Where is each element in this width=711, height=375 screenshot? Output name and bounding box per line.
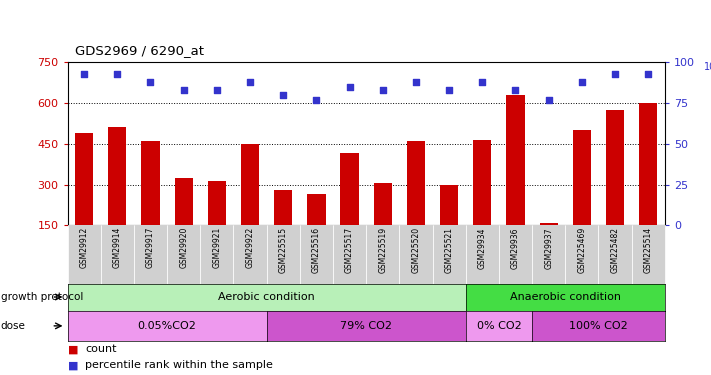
- FancyBboxPatch shape: [432, 225, 466, 284]
- Text: GSM225515: GSM225515: [279, 227, 288, 273]
- FancyBboxPatch shape: [300, 225, 333, 284]
- Text: GSM225516: GSM225516: [312, 227, 321, 273]
- Point: [211, 87, 223, 93]
- Point: [510, 87, 521, 93]
- Point: [643, 70, 654, 76]
- Text: GSM29917: GSM29917: [146, 227, 155, 268]
- Point: [277, 92, 289, 98]
- FancyBboxPatch shape: [201, 225, 233, 284]
- Text: GSM29937: GSM29937: [544, 227, 553, 268]
- Text: percentile rank within the sample: percentile rank within the sample: [85, 360, 273, 370]
- Text: dose: dose: [1, 321, 26, 331]
- Point: [476, 79, 488, 85]
- Text: GSM29921: GSM29921: [213, 227, 221, 268]
- Text: GSM225514: GSM225514: [643, 227, 653, 273]
- Text: GSM29914: GSM29914: [113, 227, 122, 268]
- Text: 100%: 100%: [704, 62, 711, 72]
- FancyBboxPatch shape: [68, 225, 101, 284]
- Bar: [374, 183, 392, 266]
- Text: count: count: [85, 344, 117, 354]
- Bar: [573, 130, 591, 266]
- Point: [178, 87, 189, 93]
- Text: GSM225482: GSM225482: [611, 227, 619, 273]
- FancyBboxPatch shape: [267, 225, 300, 284]
- Text: GSM29936: GSM29936: [511, 227, 520, 268]
- Text: GSM225519: GSM225519: [378, 227, 387, 273]
- Text: 79% CO2: 79% CO2: [340, 321, 392, 331]
- Point: [112, 70, 123, 76]
- Bar: [606, 110, 624, 266]
- FancyBboxPatch shape: [631, 225, 665, 284]
- Text: GDS2969 / 6290_at: GDS2969 / 6290_at: [75, 44, 203, 57]
- Text: growth protocol: growth protocol: [1, 292, 83, 302]
- Point: [410, 79, 422, 85]
- Text: Aerobic condition: Aerobic condition: [218, 292, 315, 302]
- FancyBboxPatch shape: [101, 225, 134, 284]
- FancyBboxPatch shape: [134, 225, 167, 284]
- Point: [245, 79, 256, 85]
- Bar: [307, 194, 326, 266]
- Bar: [540, 223, 558, 266]
- Point: [78, 70, 90, 76]
- FancyBboxPatch shape: [466, 225, 499, 284]
- Bar: [341, 153, 359, 266]
- Point: [609, 70, 621, 76]
- FancyBboxPatch shape: [599, 225, 631, 284]
- Bar: [108, 128, 127, 266]
- Text: ■: ■: [68, 344, 82, 354]
- FancyBboxPatch shape: [499, 225, 532, 284]
- Text: GSM225469: GSM225469: [577, 227, 587, 273]
- FancyBboxPatch shape: [565, 225, 599, 284]
- Text: GSM29922: GSM29922: [245, 227, 255, 268]
- Point: [576, 79, 587, 85]
- Bar: [274, 190, 292, 266]
- Point: [145, 79, 156, 85]
- Text: GSM225517: GSM225517: [345, 227, 354, 273]
- Point: [311, 97, 322, 103]
- Text: ■: ■: [68, 360, 82, 370]
- Text: GSM225520: GSM225520: [412, 227, 420, 273]
- FancyBboxPatch shape: [167, 225, 201, 284]
- Bar: [175, 178, 193, 266]
- FancyBboxPatch shape: [400, 225, 432, 284]
- Point: [444, 87, 455, 93]
- Bar: [208, 180, 226, 266]
- Bar: [506, 95, 525, 266]
- Text: 0.05%CO2: 0.05%CO2: [138, 321, 196, 331]
- Bar: [75, 133, 93, 266]
- Bar: [407, 141, 425, 266]
- Text: GSM225521: GSM225521: [444, 227, 454, 273]
- Bar: [241, 144, 260, 266]
- Bar: [440, 184, 459, 266]
- Bar: [639, 103, 658, 266]
- FancyBboxPatch shape: [366, 225, 400, 284]
- Text: GSM29934: GSM29934: [478, 227, 487, 268]
- Text: 100% CO2: 100% CO2: [569, 321, 628, 331]
- FancyBboxPatch shape: [532, 225, 565, 284]
- Text: 0% CO2: 0% CO2: [476, 321, 521, 331]
- FancyBboxPatch shape: [333, 225, 366, 284]
- Bar: [141, 141, 160, 266]
- Point: [377, 87, 388, 93]
- FancyBboxPatch shape: [233, 225, 267, 284]
- Text: GSM29912: GSM29912: [80, 227, 89, 268]
- Point: [543, 97, 555, 103]
- Text: Anaerobic condition: Anaerobic condition: [510, 292, 621, 302]
- Bar: [474, 140, 491, 266]
- Text: GSM29920: GSM29920: [179, 227, 188, 268]
- Point: [344, 84, 356, 90]
